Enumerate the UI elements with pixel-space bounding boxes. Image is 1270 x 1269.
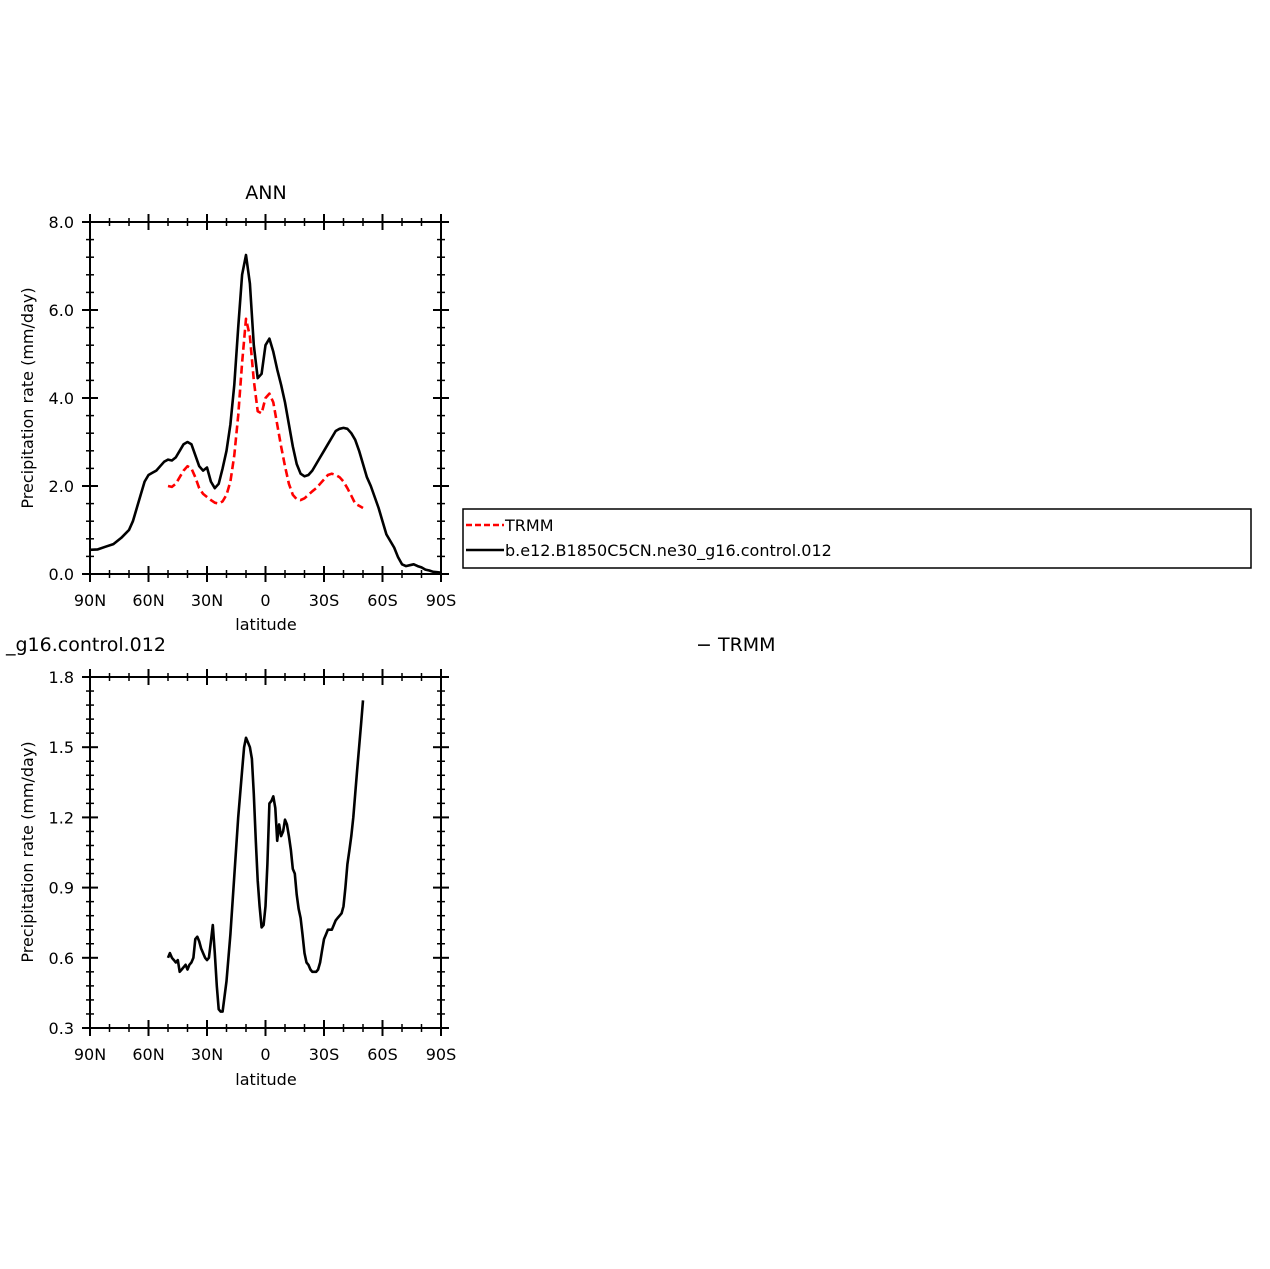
y-tick-labels: 0.0 2.0 4.0 6.0 8.0: [49, 213, 74, 584]
x-tick-labels: 90N 60N 30N 0 30S 60S 90S: [74, 1045, 456, 1064]
x-tick-label: 30S: [309, 591, 340, 610]
x-tick-label: 60N: [132, 591, 164, 610]
legend-box: [462, 508, 1252, 569]
y-tick-label: 0.6: [49, 949, 74, 968]
y-tick-label: 0.0: [49, 565, 74, 584]
plot-frame: [89, 676, 442, 1029]
axis-ticks: [82, 669, 449, 1036]
y-tick-labels: 0.3 0.6 0.9 1.2 1.5 1.8: [49, 668, 74, 1038]
series-lines: [89, 253, 442, 574]
y-tick-label: 4.0: [49, 389, 74, 408]
legend-label-trmm: TRMM: [504, 516, 554, 535]
y-tick-label: 8.0: [49, 213, 74, 232]
y-axis-label: Precipitation rate (mm/day): [18, 741, 37, 962]
y-tick-label: 0.3: [49, 1019, 74, 1038]
y-tick-label: 1.2: [49, 808, 74, 827]
x-tick-label: 60N: [132, 1045, 164, 1064]
y-tick-label: 1.8: [49, 668, 74, 687]
x-tick-label: 60S: [367, 1045, 398, 1064]
x-tick-label: 60S: [367, 591, 398, 610]
legend: TRMM b.e12.B1850C5CN.ne30_g16.control.01…: [462, 508, 1252, 569]
x-tick-label: 90S: [426, 1045, 457, 1064]
x-tick-label: 0: [260, 1045, 270, 1064]
y-tick-label: 2.0: [49, 477, 74, 496]
x-tick-label: 90N: [74, 591, 106, 610]
y-tick-label: 6.0: [49, 301, 74, 320]
x-tick-label: 30S: [309, 1045, 340, 1064]
series-lines: [166, 700, 365, 1013]
plot-frame: [89, 221, 442, 575]
y-tick-label: 1.5: [49, 738, 74, 757]
legend-label-control: b.e12.B1850C5CN.ne30_g16.control.012: [505, 541, 832, 561]
x-tick-labels: 90N 60N 30N 0 30S 60S 90S: [74, 591, 456, 610]
series-line-trmm: [167, 317, 364, 510]
panel-annual: ANN 0.02.04.06.08.0 90N 60N 30N 0 30S 60S 90S …: [18, 182, 456, 634]
panel-difference: _g16.control.012 − TRMM 0.3 0.6 0.9 1.2 1.5 1…: [5, 634, 776, 1089]
x-tick-label: 0: [260, 591, 270, 610]
x-tick-label: 90N: [74, 1045, 106, 1064]
series-line-control: [89, 253, 442, 574]
chart-title: ANN: [245, 182, 286, 204]
x-axis-label: latitude: [235, 615, 296, 634]
x-tick-label: 90S: [426, 591, 457, 610]
y-tick-label: 0.9: [49, 879, 74, 898]
chart-title-left: _g16.control.012: [5, 634, 166, 656]
series-line-difference: [166, 700, 365, 1013]
x-axis-label: latitude: [235, 1070, 296, 1089]
y-axis-label: Precipitation rate (mm/day): [18, 287, 37, 508]
x-tick-label: 30N: [191, 591, 223, 610]
x-tick-label: 30N: [191, 1045, 223, 1064]
chart-title-right: − TRMM: [696, 634, 776, 656]
